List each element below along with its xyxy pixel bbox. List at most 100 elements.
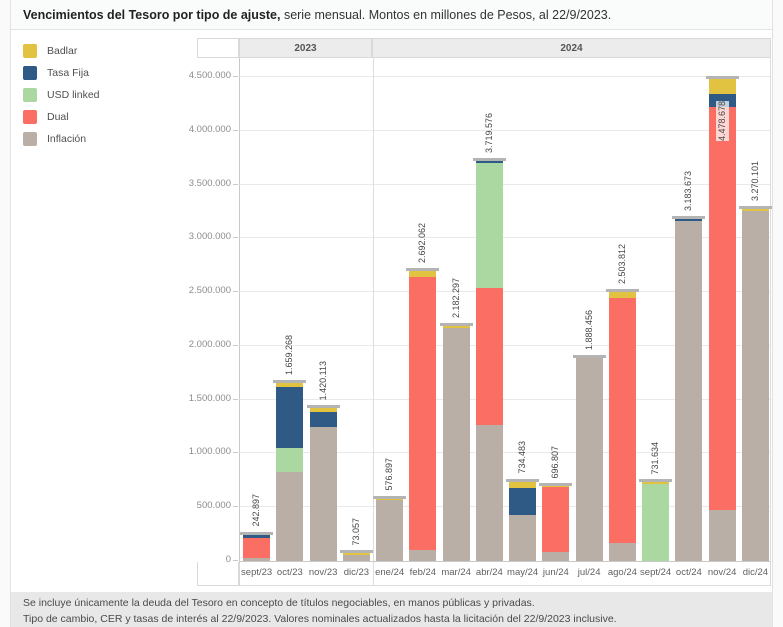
bar-total-label: 2.692.062 bbox=[417, 223, 428, 264]
bar-segment-ago-24-badlar[interactable] bbox=[608, 291, 636, 298]
y-axis-label: 2.000.000 bbox=[188, 338, 231, 350]
bar-segment-nov-23-badlar[interactable] bbox=[309, 408, 337, 413]
gridline bbox=[240, 452, 770, 454]
legend-label: Dual bbox=[47, 111, 69, 123]
gridline bbox=[240, 183, 770, 185]
legend-label: USD linked bbox=[47, 89, 100, 101]
bar-segment-nov-24-inflación[interactable] bbox=[708, 509, 736, 561]
legend-label: Inflación bbox=[47, 133, 87, 145]
legend-swatch-icon bbox=[23, 44, 37, 58]
bar-total-cap bbox=[672, 215, 706, 219]
legend-item-dual[interactable]: Dual bbox=[23, 106, 100, 128]
bar-segment-may-24-inflación[interactable] bbox=[509, 514, 537, 561]
bar-segment-sept-23-tasa-fija[interactable] bbox=[243, 534, 271, 538]
bar-total-cap bbox=[306, 405, 340, 409]
bar-total-cap bbox=[605, 288, 639, 292]
y-axis-tick bbox=[233, 76, 238, 77]
bar-segment-sept-23-dual[interactable] bbox=[243, 537, 271, 559]
y-axis-tick bbox=[233, 344, 238, 346]
bar-total-label: 576.897 bbox=[384, 458, 395, 491]
bar-segment-jun-24-dual[interactable] bbox=[542, 487, 570, 553]
bar-segment-abr-24-tasa-fija[interactable] bbox=[475, 160, 503, 164]
year-separator-line bbox=[373, 562, 374, 585]
y-axis-label: 4.000.000 bbox=[188, 123, 231, 135]
bar-segment-oct-23-inflación[interactable] bbox=[276, 471, 304, 561]
y-axis-label: 3.000.000 bbox=[188, 231, 231, 243]
legend-swatch-icon bbox=[23, 66, 37, 80]
bar-total-label: 731.634 bbox=[650, 441, 661, 475]
year-header-2024[interactable]: 2024 bbox=[372, 38, 771, 58]
x-axis-label-dic-23: dic/23 bbox=[343, 567, 370, 578]
bar-total-label: 73.057 bbox=[350, 517, 361, 546]
bar-segment-ago-24-dual[interactable] bbox=[608, 297, 636, 543]
bar-total-cap bbox=[472, 157, 506, 161]
bar-segment-jul-24-inflación[interactable] bbox=[575, 357, 603, 561]
bar-segment-oct-24-tasa-fija[interactable] bbox=[675, 218, 703, 221]
bar-segment-sept-24-badlar[interactable] bbox=[642, 482, 670, 484]
bar-segment-nov-24-badlar[interactable] bbox=[708, 79, 736, 94]
bar-segment-jun-24-badlar[interactable] bbox=[542, 486, 570, 488]
legend-item-tasa-fija[interactable]: Tasa Fija bbox=[23, 62, 100, 84]
bar-segment-abr-24-dual[interactable] bbox=[475, 288, 503, 425]
legend-item-usd-linked[interactable]: USD linked bbox=[23, 84, 100, 106]
y-axis-tick bbox=[233, 452, 238, 454]
bar-total-cap bbox=[572, 354, 606, 358]
gridline bbox=[240, 344, 770, 346]
bar-segment-oct-23-badlar[interactable] bbox=[276, 382, 304, 387]
x-axis-label-abr-24: abr/24 bbox=[475, 567, 503, 578]
bar-segment-nov-24-dual[interactable] bbox=[708, 106, 736, 510]
x-axis-band: sept/23 oct/23 nov/23 dic/23 ene/24 feb/24 mar… bbox=[239, 562, 771, 586]
bar-segment-may-24-tasa-fija[interactable] bbox=[509, 487, 537, 515]
bar-total-cap bbox=[705, 76, 739, 80]
bar-segment-oct-23-tasa-fija[interactable] bbox=[276, 386, 304, 449]
bar-segment-feb-24-badlar[interactable] bbox=[409, 271, 437, 278]
bar-segment-may-24-badlar[interactable] bbox=[509, 482, 537, 488]
x-axis-label-jul-24: jul/24 bbox=[577, 567, 601, 578]
bar-total-cap bbox=[639, 479, 673, 483]
x-axis-label-nov-24: nov/24 bbox=[707, 567, 737, 578]
gridline bbox=[240, 506, 770, 508]
legend-label: Tasa Fija bbox=[47, 67, 90, 79]
bar-total-label: 2.503.812 bbox=[616, 243, 627, 284]
plot-area: 0 500.000 1.000.000 1.500.000 2.000.000 2.500… bbox=[189, 58, 772, 565]
bar-total-cap bbox=[373, 495, 407, 499]
bar-segment-dic-23-badlar[interactable] bbox=[342, 553, 370, 555]
bar-segment-sept-23-inflación[interactable] bbox=[243, 558, 271, 561]
bar-segment-abr-24-inflación[interactable] bbox=[475, 424, 503, 561]
bar-total-label: 1.420.113 bbox=[317, 360, 328, 401]
bar-segment-nov-23-inflación[interactable] bbox=[309, 426, 337, 561]
legend-label: Badlar bbox=[47, 45, 78, 57]
x-axis-label-oct-24: oct/24 bbox=[675, 567, 702, 578]
bar-segment-sept-24-usd-linked[interactable] bbox=[642, 483, 670, 561]
bar-total-label: 4.478.678 bbox=[715, 101, 729, 142]
bar-segment-oct-23-usd-linked[interactable] bbox=[276, 448, 304, 472]
chart-card: Vencimientos del Tesoro por tipo de ajus… bbox=[10, 0, 773, 627]
bar-segment-mar-24-badlar[interactable] bbox=[442, 326, 470, 328]
bar-segment-feb-24-inflación[interactable] bbox=[409, 550, 437, 561]
bar-segment-abr-24-usd-linked[interactable] bbox=[475, 163, 503, 289]
bar-total-cap bbox=[439, 323, 473, 327]
year-header-2023[interactable]: 2023 bbox=[239, 38, 372, 58]
bar-segment-dic-23-inflación[interactable] bbox=[342, 554, 370, 561]
bar-segment-dic-24-badlar[interactable] bbox=[741, 209, 769, 211]
legend-swatch-icon bbox=[23, 110, 37, 124]
bar-segment-ene-24-badlar[interactable] bbox=[376, 498, 404, 501]
bar-segment-oct-24-inflación[interactable] bbox=[675, 220, 703, 561]
bar-segment-mar-24-inflación[interactable] bbox=[442, 327, 470, 561]
x-axis-corner-cell bbox=[197, 562, 239, 586]
bar-segment-jun-24-inflación[interactable] bbox=[542, 552, 570, 561]
x-axis-label-nov-23: nov/23 bbox=[308, 567, 338, 578]
bar-segment-nov-24-tasa-fija[interactable] bbox=[708, 93, 736, 107]
bar-segment-feb-24-dual[interactable] bbox=[409, 277, 437, 551]
bar-segment-ene-24-inflación[interactable] bbox=[376, 500, 404, 561]
y-axis-label: 1.000.000 bbox=[188, 446, 231, 458]
bar-segment-nov-23-tasa-fija[interactable] bbox=[309, 412, 337, 427]
bar-segment-ago-24-inflación[interactable] bbox=[608, 542, 636, 561]
legend-item-inflación[interactable]: Inflación bbox=[23, 128, 100, 150]
x-axis-label-jun-24: jun/24 bbox=[542, 567, 569, 578]
bar-total-cap bbox=[506, 479, 540, 483]
x-axis-label-sept-23: sept/23 bbox=[241, 567, 273, 578]
title-subtitle: serie mensual. Montos en millones de Pes… bbox=[280, 8, 612, 22]
bar-segment-dic-24-inflación[interactable] bbox=[741, 210, 769, 561]
legend-item-badlar[interactable]: Badlar bbox=[23, 40, 100, 62]
